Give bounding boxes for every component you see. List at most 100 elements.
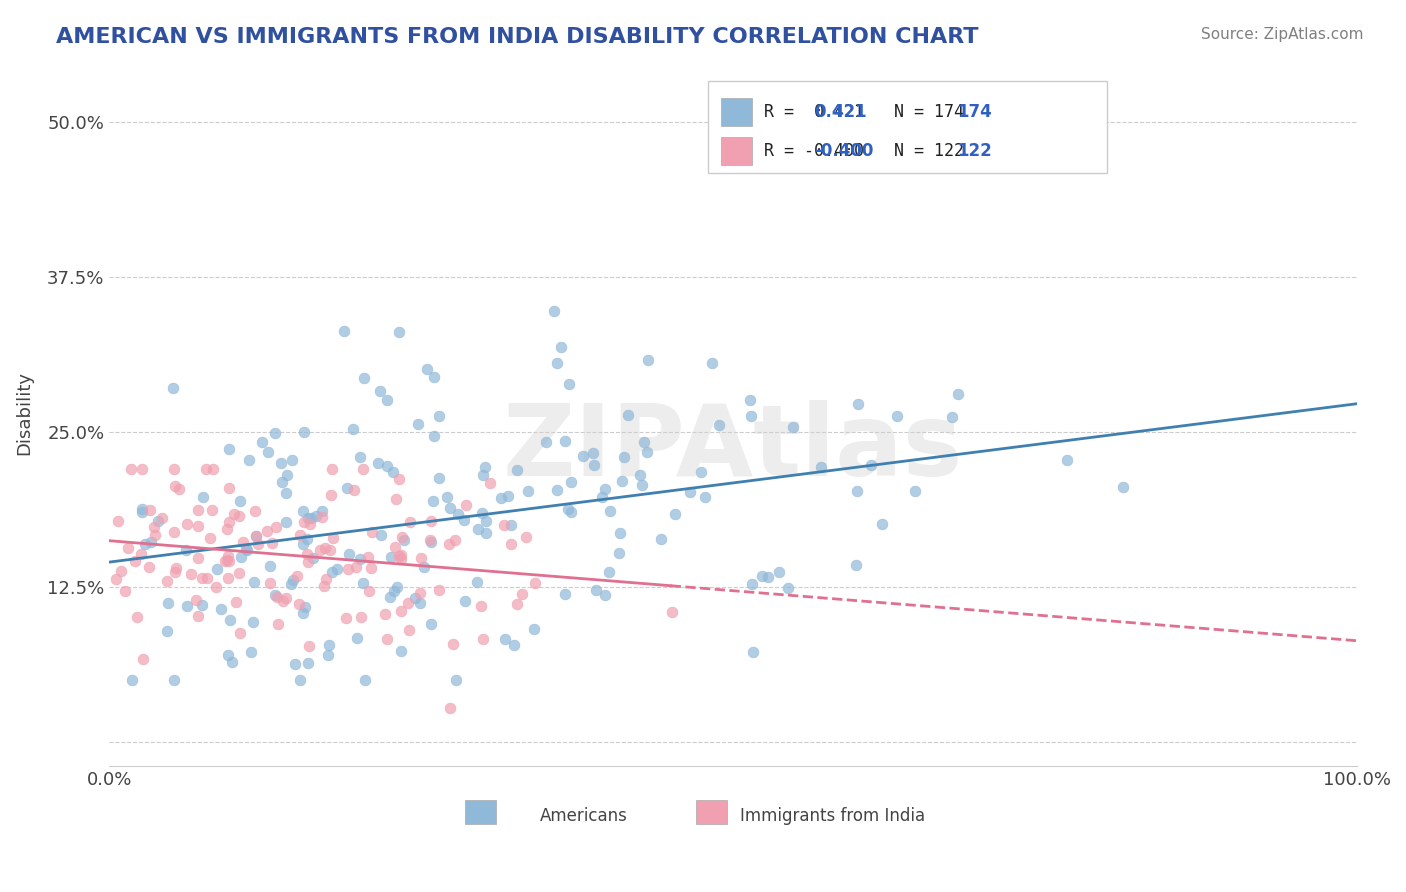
Point bbox=[281, 453, 304, 467]
Point bbox=[121, 673, 143, 687]
Point bbox=[741, 645, 763, 659]
Point bbox=[297, 532, 319, 546]
Point bbox=[388, 549, 411, 563]
Point bbox=[690, 465, 713, 479]
Point bbox=[360, 561, 382, 575]
Point bbox=[472, 632, 495, 647]
Text: ZIPAtlas: ZIPAtlas bbox=[503, 400, 963, 497]
Point bbox=[904, 483, 927, 498]
Point bbox=[297, 511, 319, 525]
Point bbox=[138, 560, 160, 574]
Point bbox=[202, 462, 225, 476]
Point bbox=[557, 502, 579, 516]
Point bbox=[195, 462, 218, 476]
Point bbox=[207, 562, 229, 576]
Point bbox=[270, 456, 292, 470]
Point bbox=[506, 463, 529, 477]
Point bbox=[292, 537, 315, 551]
Point bbox=[250, 434, 273, 449]
Point bbox=[238, 453, 260, 467]
Point bbox=[496, 490, 519, 504]
Point bbox=[218, 554, 240, 568]
Point bbox=[439, 500, 461, 515]
Point bbox=[702, 356, 724, 370]
Point bbox=[284, 657, 307, 671]
Point bbox=[941, 410, 963, 425]
Point bbox=[321, 566, 343, 580]
Point bbox=[138, 502, 160, 516]
Point bbox=[247, 537, 270, 551]
Point bbox=[429, 471, 451, 485]
Point bbox=[751, 569, 773, 583]
Point bbox=[152, 511, 174, 525]
Point bbox=[187, 503, 209, 517]
Point bbox=[311, 509, 333, 524]
Text: -0.400: -0.400 bbox=[814, 142, 873, 160]
Point bbox=[456, 499, 478, 513]
Point bbox=[312, 579, 335, 593]
Point bbox=[262, 536, 284, 550]
Point bbox=[104, 573, 127, 587]
Point bbox=[131, 652, 153, 666]
Point bbox=[409, 596, 432, 610]
Point bbox=[242, 615, 264, 629]
Point bbox=[225, 594, 247, 608]
Point bbox=[134, 537, 156, 551]
Point bbox=[368, 384, 391, 398]
Point bbox=[367, 456, 389, 470]
Point bbox=[352, 462, 374, 476]
Point bbox=[143, 528, 166, 542]
Text: Source: ZipAtlas.com: Source: ZipAtlas.com bbox=[1201, 27, 1364, 42]
Point bbox=[359, 583, 381, 598]
Point bbox=[475, 526, 498, 541]
Point bbox=[471, 507, 494, 521]
Point bbox=[218, 481, 240, 495]
Point bbox=[475, 514, 498, 528]
Point bbox=[217, 553, 239, 567]
Point bbox=[506, 597, 529, 611]
Point bbox=[377, 459, 399, 474]
Point bbox=[311, 504, 333, 518]
Point bbox=[197, 571, 219, 585]
Y-axis label: Disability: Disability bbox=[15, 371, 32, 455]
Point bbox=[385, 580, 408, 594]
Point bbox=[217, 549, 239, 563]
Text: AMERICAN VS IMMIGRANTS FROM INDIA DISABILITY CORRELATION CHART: AMERICAN VS IMMIGRANTS FROM INDIA DISABI… bbox=[56, 27, 979, 46]
Point bbox=[176, 599, 198, 613]
Point bbox=[352, 575, 374, 590]
Point bbox=[301, 550, 323, 565]
Point bbox=[515, 531, 537, 545]
Point bbox=[266, 616, 288, 631]
Point bbox=[859, 458, 882, 472]
Point bbox=[127, 610, 149, 624]
Point bbox=[571, 449, 593, 463]
Point bbox=[810, 460, 832, 475]
Point bbox=[444, 533, 467, 548]
Point bbox=[274, 486, 297, 500]
Point bbox=[276, 467, 298, 482]
Point bbox=[391, 530, 413, 544]
Point bbox=[373, 607, 395, 622]
Point bbox=[117, 541, 139, 555]
Point bbox=[174, 543, 197, 558]
Point bbox=[222, 508, 245, 522]
Bar bbox=[465, 799, 496, 824]
Point bbox=[492, 517, 515, 532]
Point bbox=[375, 392, 398, 407]
Point bbox=[447, 507, 470, 521]
Point bbox=[335, 611, 357, 625]
Point bbox=[637, 353, 659, 368]
Point bbox=[422, 494, 444, 508]
Point bbox=[392, 533, 415, 547]
Point bbox=[557, 376, 579, 391]
Point bbox=[420, 535, 443, 549]
Point bbox=[346, 631, 368, 645]
Point bbox=[342, 422, 364, 436]
Point bbox=[419, 533, 441, 547]
Point bbox=[243, 575, 266, 590]
Point bbox=[276, 591, 298, 605]
Point bbox=[205, 580, 228, 594]
Point bbox=[243, 504, 266, 518]
Point bbox=[157, 596, 180, 610]
Point bbox=[422, 369, 444, 384]
